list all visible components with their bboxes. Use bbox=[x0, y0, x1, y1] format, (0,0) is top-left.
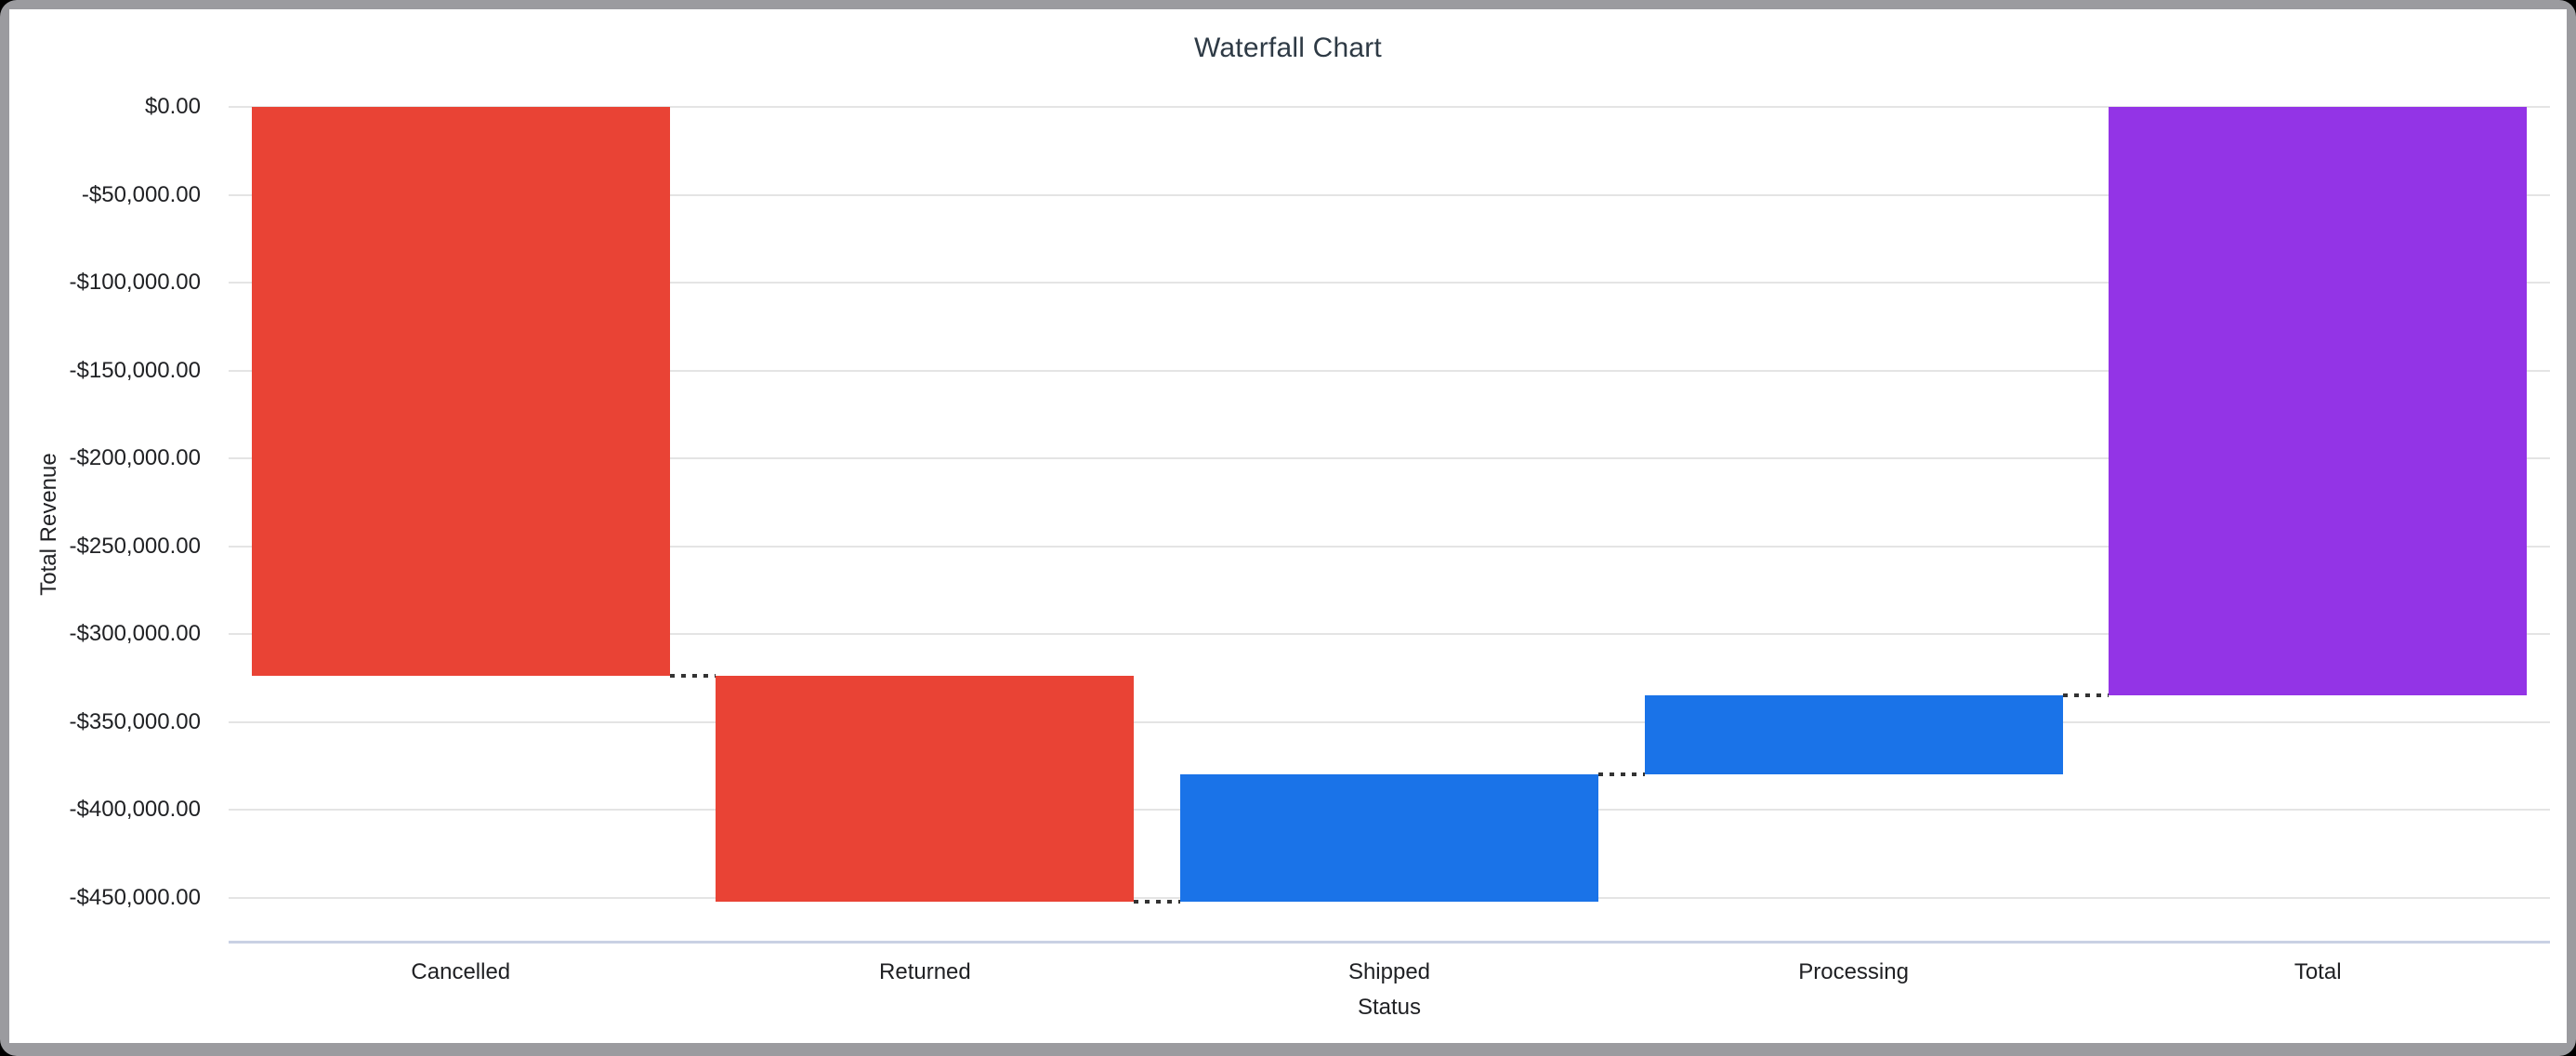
gridline bbox=[229, 282, 2550, 284]
x-axis-label-cancelled: Cancelled bbox=[411, 959, 511, 984]
y-tick-label: -$300,000.00 bbox=[69, 621, 201, 647]
gridline bbox=[229, 369, 2550, 372]
y-tick-label: -$400,000.00 bbox=[69, 797, 201, 823]
bar-returned[interactable] bbox=[716, 676, 1135, 903]
y-tick-label: -$250,000.00 bbox=[69, 533, 201, 559]
y-tick-label: -$200,000.00 bbox=[69, 445, 201, 471]
bar-processing[interactable] bbox=[1644, 695, 2063, 775]
gridline bbox=[229, 720, 2550, 723]
y-tick-label: -$450,000.00 bbox=[69, 884, 201, 910]
x-axis-label-total: Total bbox=[2293, 959, 2342, 984]
y-tick-label: -$100,000.00 bbox=[69, 270, 201, 296]
chart-title: Waterfall Chart bbox=[1194, 33, 1382, 63]
x-axis-label-processing: Processing bbox=[1798, 959, 1909, 984]
gridline bbox=[229, 193, 2550, 196]
x-axis-label-shipped: Shipped bbox=[1347, 959, 1431, 984]
bar-cancelled[interactable] bbox=[251, 107, 670, 677]
waterfall-connector bbox=[1598, 772, 1645, 777]
y-axis-title: Total Revenue bbox=[36, 453, 61, 596]
gridline bbox=[229, 545, 2550, 548]
gridline bbox=[229, 633, 2550, 636]
bar-total[interactable] bbox=[2109, 107, 2528, 696]
y-tick-label: -$50,000.00 bbox=[81, 181, 201, 207]
gridline bbox=[229, 106, 2550, 108]
chart-area: Waterfall Chart Total Revenue $0.00 -$50,… bbox=[9, 9, 2567, 1043]
x-axis-title: Status bbox=[1357, 995, 1422, 1020]
bar-shipped[interactable] bbox=[1180, 774, 1598, 903]
waterfall-connector bbox=[2062, 693, 2109, 698]
waterfall-connector bbox=[1134, 900, 1180, 904]
y-tick-label: -$150,000.00 bbox=[69, 357, 201, 383]
x-axis-label-returned: Returned bbox=[879, 959, 971, 984]
y-tick-label: -$350,000.00 bbox=[69, 708, 201, 734]
waterfall-connector bbox=[669, 674, 716, 679]
gridline bbox=[229, 457, 2550, 460]
y-tick-label: $0.00 bbox=[144, 94, 201, 119]
x-axis-line bbox=[229, 941, 2550, 944]
plot-area bbox=[229, 106, 2550, 944]
